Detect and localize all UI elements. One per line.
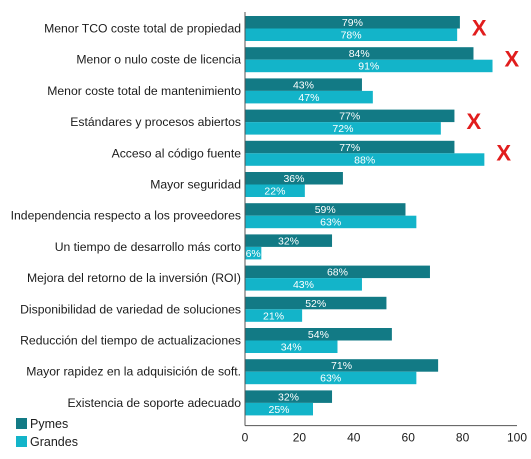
bar-pymes xyxy=(245,47,474,60)
category-label: Menor TCO coste total de propiedad xyxy=(44,22,241,36)
bar-pymes xyxy=(245,140,455,154)
data-label: 34% xyxy=(281,342,302,354)
x-tick-label: 20 xyxy=(293,431,307,445)
bar-grandes xyxy=(245,184,305,197)
bar-pymes xyxy=(245,328,392,341)
x-tick-label: 80 xyxy=(456,431,470,445)
bar-pymes xyxy=(245,390,333,403)
data-label: 6% xyxy=(246,248,261,260)
data-label: 68% xyxy=(327,267,348,279)
bar-grandes xyxy=(245,59,493,73)
data-label: 91% xyxy=(358,61,379,73)
bar-pymes xyxy=(245,296,387,310)
data-label: 47% xyxy=(298,92,319,104)
legend-swatch-pymes xyxy=(16,418,27,429)
x-mark-icon: X xyxy=(505,47,520,72)
bar-pymes xyxy=(245,359,439,372)
data-label: 71% xyxy=(331,360,352,372)
bar-pymes xyxy=(245,265,430,279)
category-label: Independencia respecto a los proveedores xyxy=(11,209,241,223)
data-label: 22% xyxy=(264,186,285,198)
data-label: 77% xyxy=(339,111,360,123)
bar-pymes xyxy=(245,78,362,91)
bar-pymes xyxy=(245,16,460,29)
x-tick-label: 60 xyxy=(402,431,416,445)
legend-swatch-grandes xyxy=(16,436,27,447)
data-label: 88% xyxy=(354,154,375,166)
bar-pymes xyxy=(245,203,406,216)
x-mark-icon: X xyxy=(472,16,487,41)
bar-grandes xyxy=(245,90,373,104)
data-label: 63% xyxy=(320,217,341,229)
category-label: Disponibilidad de variedad de soluciones xyxy=(20,302,241,316)
x-tick-label: 100 xyxy=(507,431,527,445)
bar-grandes xyxy=(245,246,262,260)
bar-grandes xyxy=(245,28,458,41)
bar-grandes xyxy=(245,153,485,166)
data-label: 43% xyxy=(293,279,314,291)
bar-grandes xyxy=(245,309,303,322)
data-label: 25% xyxy=(268,404,289,416)
x-tick-label: 0 xyxy=(242,431,249,445)
x-mark-icon: X xyxy=(496,140,511,165)
category-label: Estándares y procesos abiertos xyxy=(70,115,241,129)
data-label: 54% xyxy=(308,329,329,341)
data-label: 79% xyxy=(342,17,363,29)
legend-label-pymes: Pymes xyxy=(30,417,68,431)
category-label: Existencia de soporte adecuado xyxy=(68,396,242,410)
data-label: 52% xyxy=(305,298,326,310)
bar-grandes xyxy=(245,122,441,135)
bar-grandes xyxy=(245,340,338,353)
data-label: 36% xyxy=(283,173,304,185)
bar-pymes xyxy=(245,172,343,185)
bar-pymes xyxy=(245,234,333,247)
data-label: 59% xyxy=(315,204,336,216)
data-label: 72% xyxy=(332,123,353,135)
x-tick-label: 40 xyxy=(347,431,361,445)
data-label: 84% xyxy=(349,48,370,60)
data-label: 21% xyxy=(263,310,284,322)
data-label: 78% xyxy=(341,30,362,42)
x-mark-icon: X xyxy=(466,109,481,134)
data-label: 32% xyxy=(278,391,299,403)
data-label: 32% xyxy=(278,235,299,247)
category-label: Menor o nulo coste de licencia xyxy=(76,53,241,67)
category-label: Mayor rapidez en la adquisición de soft. xyxy=(26,365,241,379)
legend-label-grandes: Grandes xyxy=(30,435,78,449)
category-label: Mejora del retorno de la inversión (ROI) xyxy=(27,271,241,285)
bar-grandes xyxy=(245,371,417,385)
data-label: 63% xyxy=(320,373,341,385)
data-label: 77% xyxy=(339,142,360,154)
bar-grandes xyxy=(245,215,417,229)
category-label: Reducción del tiempo de actualizaciones xyxy=(20,334,241,348)
data-label: 43% xyxy=(293,79,314,91)
bar-grandes xyxy=(245,402,313,416)
category-label: Mayor seguridad xyxy=(150,178,241,192)
category-label: Acceso al código fuente xyxy=(112,146,242,160)
category-label: Un tiempo de desarrollo más corto xyxy=(55,240,242,254)
bar-pymes xyxy=(245,109,455,123)
bar-grandes xyxy=(245,278,362,291)
category-label: Menor coste total de mantenimiento xyxy=(47,84,241,98)
